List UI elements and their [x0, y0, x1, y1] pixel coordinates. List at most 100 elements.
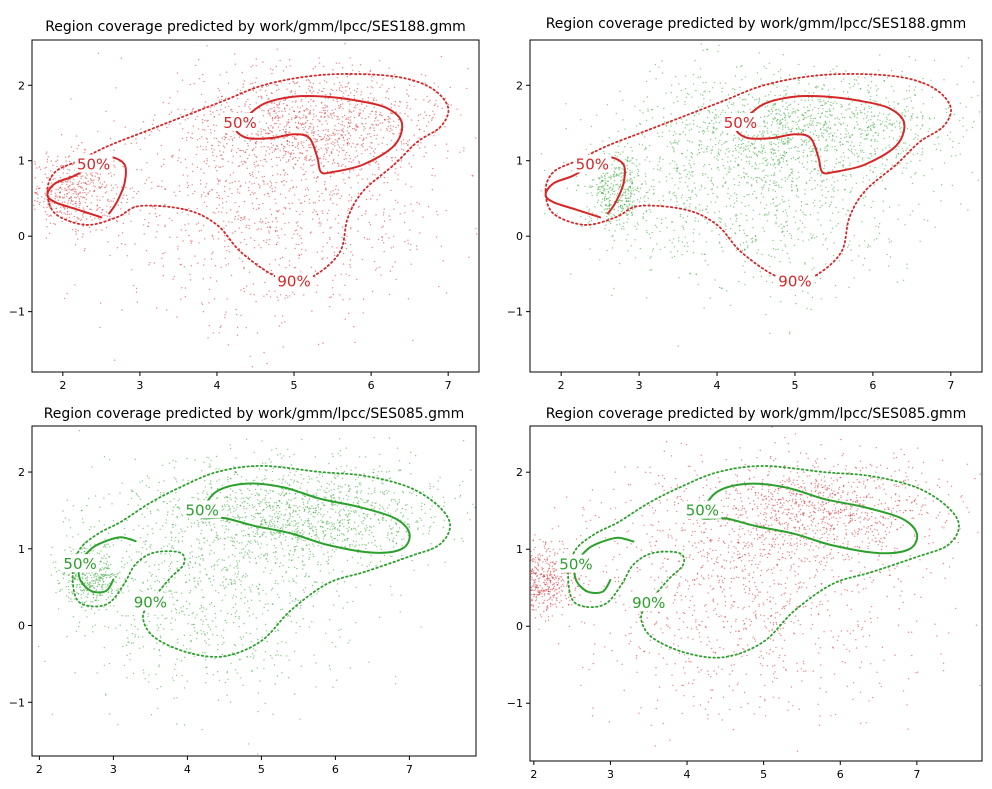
- scatter-point: [854, 114, 856, 117]
- scatter-point: [773, 84, 775, 86]
- scatter-point: [62, 165, 65, 167]
- scatter-point: [356, 155, 359, 157]
- scatter-point: [803, 139, 805, 142]
- scatter-point: [435, 99, 437, 102]
- scatter-point: [623, 192, 625, 194]
- scatter-point: [83, 151, 85, 154]
- scatter-point: [693, 115, 696, 117]
- scatter-point: [342, 107, 344, 110]
- scatter-point: [622, 193, 624, 196]
- scatter-point: [50, 182, 53, 184]
- scatter-point: [197, 222, 200, 224]
- scatter-point: [654, 224, 657, 227]
- scatter-point: [214, 265, 217, 267]
- scatter-point: [949, 138, 951, 140]
- scatter-point: [350, 121, 352, 124]
- scatter-point: [266, 94, 268, 97]
- scatter-point: [386, 143, 388, 146]
- scatter-point: [783, 155, 786, 157]
- scatter-point: [638, 143, 641, 145]
- scatter-point: [727, 94, 730, 96]
- scatter-point: [922, 77, 924, 80]
- scatter-point: [685, 119, 688, 121]
- scatter-point: [313, 116, 315, 118]
- scatter-point: [376, 161, 378, 163]
- scatter-point: [271, 72, 273, 75]
- scatter-point: [325, 187, 327, 189]
- scatter-point: [700, 43, 702, 45]
- scatter-point: [978, 111, 981, 113]
- scatter-point: [270, 124, 272, 127]
- scatter-point: [763, 176, 765, 179]
- scatter-point: [958, 142, 960, 144]
- scatter-point: [883, 79, 885, 82]
- scatter-point: [330, 197, 332, 199]
- scatter-point: [206, 160, 208, 162]
- scatter-point: [263, 295, 265, 297]
- scatter-point: [63, 194, 66, 196]
- scatter-point: [870, 76, 872, 78]
- scatter-point: [613, 170, 615, 173]
- scatter-point: [821, 135, 823, 137]
- scatter-point: [867, 119, 869, 121]
- scatter-point: [362, 146, 364, 148]
- scatter-point: [218, 113, 220, 116]
- scatter-point: [288, 159, 290, 161]
- scatter-point: [610, 183, 613, 185]
- scatter-point: [52, 178, 54, 181]
- scatter-point: [296, 229, 298, 231]
- scatter-point: [386, 156, 388, 158]
- scatter-point: [895, 149, 897, 151]
- scatter-point: [329, 238, 331, 241]
- scatter-point: [431, 118, 433, 120]
- scatter-point: [811, 236, 813, 239]
- scatter-point: [590, 186, 592, 188]
- scatter-point: [706, 222, 709, 224]
- scatter-point: [168, 217, 171, 220]
- scatter-point: [782, 140, 785, 143]
- scatter-point: [644, 181, 646, 183]
- scatter-point: [336, 118, 338, 121]
- scatter-point: [868, 179, 871, 181]
- scatter-point: [828, 97, 830, 100]
- scatter-point: [853, 79, 856, 81]
- scatter-point: [82, 207, 84, 209]
- scatter-point: [759, 163, 761, 165]
- scatter-point: [639, 247, 641, 250]
- scatter-point: [689, 198, 692, 201]
- scatter-point: [601, 198, 604, 200]
- scatter-point: [608, 201, 610, 203]
- scatter-point: [809, 139, 811, 141]
- scatter-point: [739, 111, 742, 114]
- scatter-point: [887, 114, 889, 116]
- scatter-point: [283, 99, 285, 102]
- scatter-point: [48, 232, 51, 234]
- scatter-point: [791, 120, 793, 123]
- scatter-point: [337, 222, 339, 224]
- scatter-point: [362, 298, 365, 300]
- scatter-point: [783, 235, 785, 237]
- scatter-point: [715, 227, 717, 229]
- scatter-point: [130, 220, 132, 222]
- scatter-point: [870, 129, 872, 131]
- scatter-point: [271, 108, 273, 110]
- scatter-point: [164, 252, 166, 254]
- scatter-point: [349, 171, 351, 173]
- scatter-point: [711, 230, 713, 232]
- scatter-point: [78, 180, 81, 182]
- scatter-point: [379, 266, 381, 268]
- scatter-point: [148, 176, 150, 179]
- scatter-point: [227, 245, 229, 248]
- scatter-point: [253, 154, 256, 156]
- scatter-point: [305, 150, 307, 152]
- scatter-point: [714, 118, 716, 120]
- scatter-point: [698, 113, 700, 115]
- scatter-point: [831, 140, 833, 142]
- scatter-point: [708, 122, 711, 125]
- scatter-point: [626, 221, 628, 223]
- scatter-point: [851, 134, 853, 136]
- scatter-point: [870, 119, 872, 121]
- scatter-point: [705, 241, 708, 243]
- scatter-point: [96, 209, 98, 211]
- scatter-point: [264, 129, 266, 131]
